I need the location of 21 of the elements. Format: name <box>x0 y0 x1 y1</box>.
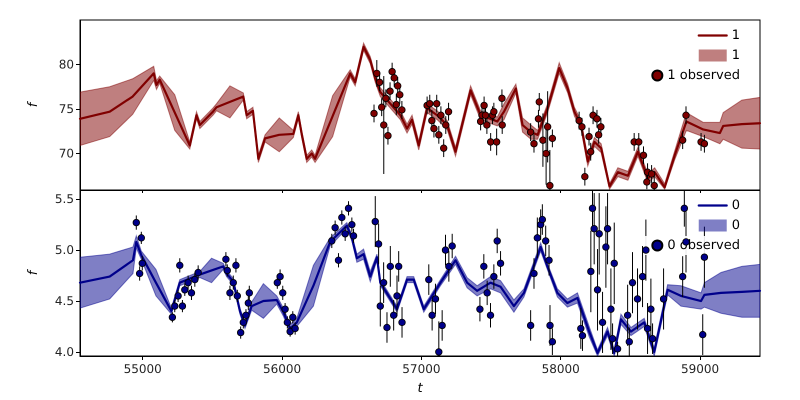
text: 0 <box>732 198 740 213</box>
legend-label: 1 <box>732 48 740 63</box>
legend-label: 0 <box>732 218 740 233</box>
y-axis-title: f <box>26 268 41 276</box>
y-tick-label: 80 <box>58 58 74 72</box>
x-axis-title: t <box>417 381 424 396</box>
legend-label: 0 observed <box>667 238 740 253</box>
y-tick-label: 75 <box>58 102 74 116</box>
x-tick-label: 59000 <box>680 362 720 376</box>
legend-label: 1 observed <box>667 68 740 83</box>
y-tick-label: 5.5 <box>54 192 74 206</box>
x-tick-label: 57000 <box>402 362 440 376</box>
x-tick-label: 58000 <box>542 362 580 376</box>
y-axis-title: f <box>26 100 41 108</box>
y-tick-label: 4.0 <box>54 344 74 359</box>
x-tick-label: 56000 <box>262 362 302 376</box>
y-tick-label: 70 <box>58 146 74 161</box>
y-tick-label: 4.5 <box>54 294 74 308</box>
x-tick-label: 55000 <box>124 362 162 376</box>
text: 1 <box>732 28 740 43</box>
y-tick-label: 5.0 <box>54 243 74 258</box>
